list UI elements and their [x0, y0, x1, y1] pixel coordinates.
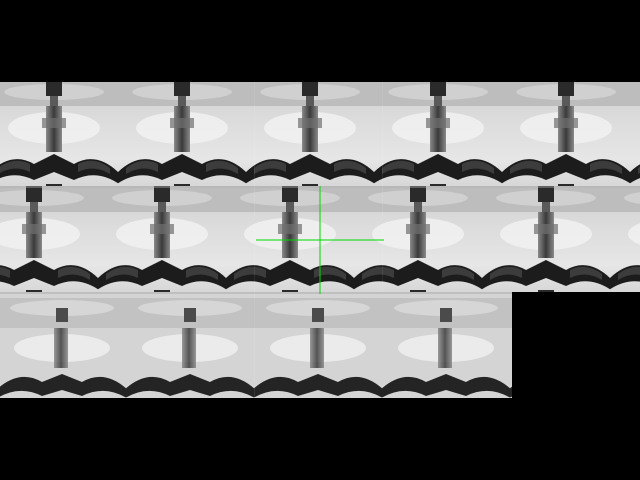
image-tile-row-3 [0, 292, 512, 398]
image-tile-row-2 [0, 186, 640, 292]
image-tile-row-1 [0, 82, 640, 188]
